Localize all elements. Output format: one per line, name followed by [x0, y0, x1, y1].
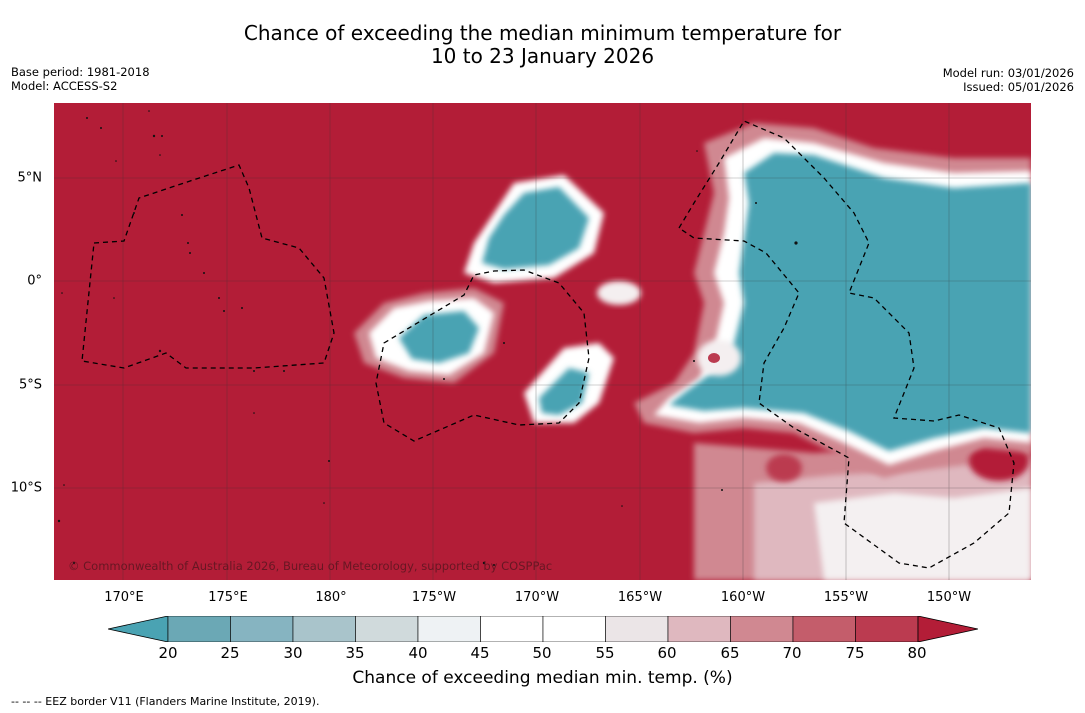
lon-label-150w: 150°W [926, 590, 972, 605]
colorbar-bin [667, 616, 731, 642]
west-central-cool-region [354, 288, 504, 383]
colorbar-tick: 60 [657, 644, 677, 662]
colorbar-bin [355, 616, 419, 642]
copyright-notice: © Commonwealth of Australia 2026, Bureau… [68, 559, 553, 573]
map-title: Chance of exceeding the median minimum t… [0, 22, 1085, 68]
issued-date: Issued: 05/01/2026 [963, 80, 1074, 94]
southeast-neutral-region [694, 423, 1031, 580]
title-line-2: 10 to 23 January 2026 [430, 44, 655, 68]
meta-right: Model run: 03/01/2026 Issued: 05/01/2026 [943, 66, 1074, 94]
colorbar-bin [730, 616, 794, 642]
colorbar-bin [855, 616, 919, 642]
colorbar [108, 616, 978, 642]
colorbar-bin [792, 616, 856, 642]
lon-label-165w: 165°W [617, 590, 663, 605]
colorbar-tick: 80 [907, 644, 927, 662]
lon-label-170e: 170°E [104, 590, 144, 605]
colorbar-bin [292, 616, 356, 642]
lon-label-180: 180° [315, 590, 347, 605]
meta-left: Base period: 1981-2018 Model: ACCESS-S2 [11, 65, 150, 93]
colorbar-tick: 65 [720, 644, 740, 662]
eez-borders [81, 120, 1015, 569]
colorbar-extend-high [917, 616, 978, 642]
colorbar-tick: 70 [782, 644, 802, 662]
colorbar-bin [542, 616, 606, 642]
colorbar-bin [480, 616, 544, 642]
lon-label-175e: 175°E [208, 590, 248, 605]
probability-map [54, 103, 1031, 580]
graticule [54, 103, 1031, 580]
colorbar-bin [417, 616, 481, 642]
colorbar-bin [167, 616, 231, 642]
lon-label-170w: 170°W [514, 590, 560, 605]
lat-label-0: 0° [27, 273, 42, 289]
central-north-cool-region [464, 175, 604, 283]
colorbar-tick: 30 [283, 644, 303, 662]
colorbar-tick: 50 [532, 644, 552, 662]
islands [57, 110, 798, 566]
colorbar-extend-low [108, 616, 169, 642]
northeast-cool-region [634, 123, 1031, 478]
title-line-1: Chance of exceeding the median minimum t… [243, 21, 842, 45]
colorbar-tick: 45 [470, 644, 490, 662]
colorbar-tick: 40 [408, 644, 428, 662]
colorbar-tick: 35 [345, 644, 365, 662]
colorbar-label: Chance of exceeding median min. temp. (%… [352, 668, 733, 688]
lat-label-5s: 5°S [18, 377, 42, 393]
eez-legend: -- -- -- EEZ border V11 (Flanders Marine… [11, 695, 320, 708]
lon-label-160w: 160°W [720, 590, 766, 605]
colorbar-tick: 25 [220, 644, 240, 662]
model-run: Model run: 03/01/2026 [942, 66, 1074, 80]
colorbar-bin [605, 616, 669, 642]
colorbar-tick: 55 [595, 644, 615, 662]
south-central-cool-region [524, 281, 641, 423]
lon-label-155w: 155°W [823, 590, 869, 605]
colorbar-bin [230, 616, 294, 642]
lon-label-175w: 175°W [411, 590, 457, 605]
lat-label-10s: 10°S [10, 480, 42, 496]
lat-label-5n: 5°N [17, 170, 43, 186]
map-panel [54, 103, 1031, 580]
colorbar-tick: 75 [845, 644, 865, 662]
base-period: Base period: 1981-2018 [11, 65, 150, 79]
colorbar-tick: 20 [158, 644, 178, 662]
model-name: Model: ACCESS-S2 [11, 79, 118, 93]
